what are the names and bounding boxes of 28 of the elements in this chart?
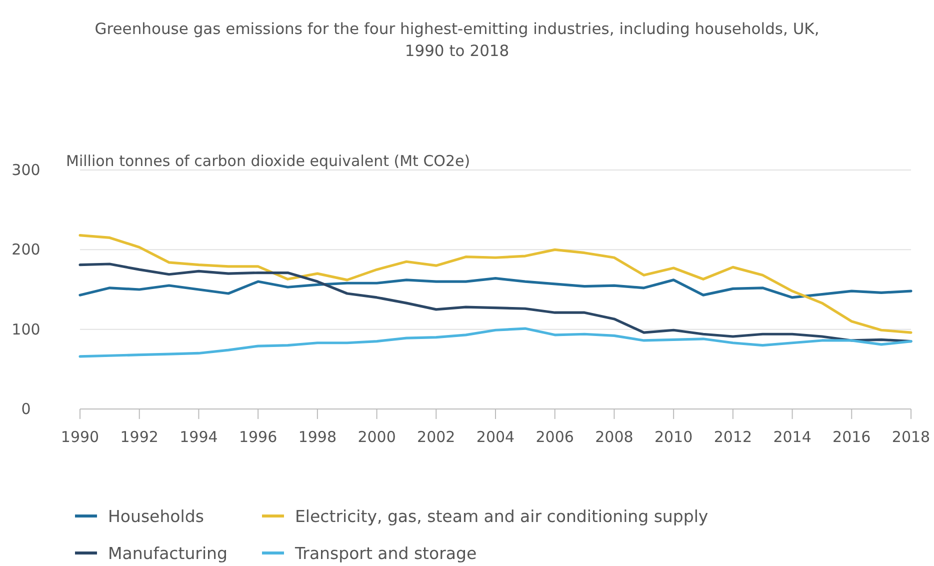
x-tick-label: 2016 xyxy=(832,428,871,446)
x-tick-label: 2014 xyxy=(773,428,812,446)
x-tick-label: 2006 xyxy=(536,428,574,446)
x-tick-label: 1996 xyxy=(238,428,278,446)
line-series xyxy=(78,277,912,299)
x-tick-label: 2004 xyxy=(476,428,515,446)
legend-label: Electricity, gas, steam and air conditioning supply xyxy=(295,507,708,526)
x-tick-label: 1990 xyxy=(60,428,100,446)
x-tick-label: 1998 xyxy=(298,428,337,446)
x-tick-label: 2008 xyxy=(595,428,634,446)
legend-label: Transport and storage xyxy=(294,544,477,563)
y-tick-label: 200 xyxy=(12,240,40,259)
y-tick-label: 300 xyxy=(12,161,40,179)
legend-label: Households xyxy=(108,507,204,526)
chart-title: Greenhouse gas emissions for the four highest-emitting industries, including households, UK, 1990 to 2018 xyxy=(94,20,820,60)
line-series xyxy=(78,234,912,334)
y-tick-label: 100 xyxy=(12,320,40,338)
legend-label: Manufacturing xyxy=(108,544,228,563)
x-tick-label: 2000 xyxy=(358,428,396,446)
y-axis-title: Million tonnes of carbon dioxide equivalent (Mt CO2e) xyxy=(66,152,470,170)
y-tick-label: 0 xyxy=(21,400,31,418)
x-tick-label: 2010 xyxy=(654,428,693,446)
x-tick-label: 2012 xyxy=(714,428,752,446)
line-series xyxy=(78,327,912,358)
x-tick-label: 2018 xyxy=(892,428,930,446)
x-tick-label: 1992 xyxy=(120,428,158,446)
x-tick-label: 2002 xyxy=(417,428,456,446)
x-tick-label: 1994 xyxy=(180,428,218,446)
